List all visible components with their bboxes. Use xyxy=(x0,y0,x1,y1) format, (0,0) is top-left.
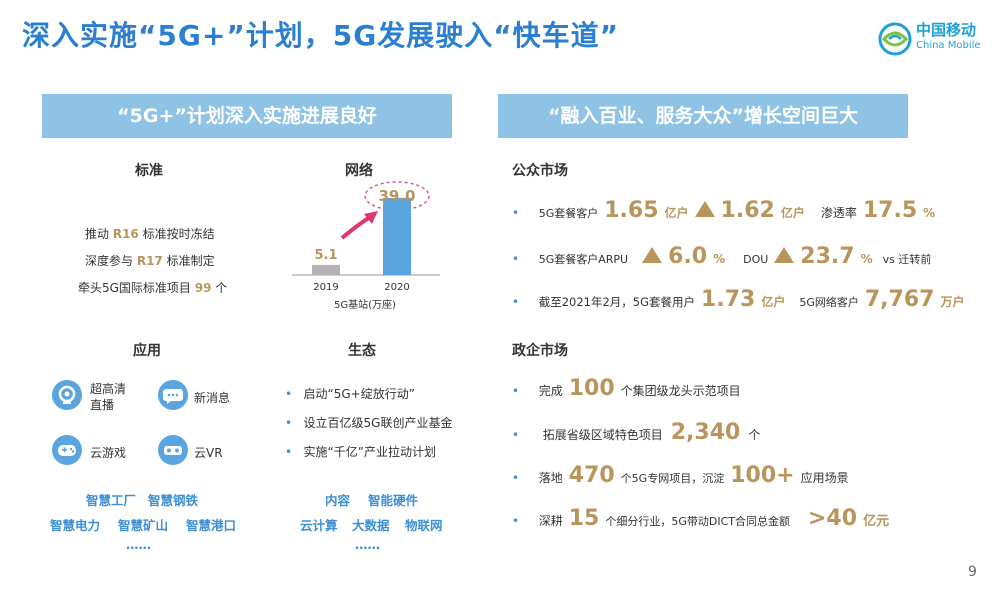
eco-tag: 智能硬件 xyxy=(368,493,419,508)
page-number: 9 xyxy=(968,564,977,580)
eco-tag: 物联网 xyxy=(405,518,443,533)
eco-item: • 实施“千亿”产业拉动计划 xyxy=(285,445,436,459)
growth-arrow-head xyxy=(364,211,378,224)
growth-arrow xyxy=(340,214,374,240)
enterprise-market-heading: 政企市场 xyxy=(512,343,568,359)
enterprise-row-regional-projects: • 拓展省级区域特色项目 2,340 个 xyxy=(512,420,761,445)
right-banner: “融入百业、服务大众”增长空间巨大 xyxy=(498,94,908,138)
china-mobile-logo-icon xyxy=(878,22,912,56)
eco-heading: 生态 xyxy=(348,343,376,359)
standard-line-99: 牵头5G国际标准项目 99 个 xyxy=(78,281,228,295)
enterprise-row-dict: • 深耕 15 个细分行业，5G带动DICT合同总金额 >40 亿元 xyxy=(512,506,890,531)
base-station-bar-chart: 5G基站(万座) 5.1 2019 39.0 2020 xyxy=(292,181,440,311)
eco-tag: 大数据 xyxy=(352,518,390,533)
logo-chinese-text: 中国移动 xyxy=(916,21,977,39)
x-tick-label-2019: 2019 xyxy=(313,282,338,293)
app-tag: 智慧电力 xyxy=(50,518,101,533)
gamepad-icon xyxy=(52,435,82,465)
app-tag: 智慧矿山 xyxy=(118,518,169,533)
page-title: 深入实施“5G+”计划，5G发展驶入“快车道” xyxy=(22,19,620,52)
app-item-cloud-vr: 云VR xyxy=(194,446,223,460)
bar-2020 xyxy=(383,197,411,275)
logo-english-text: China Mobile xyxy=(916,40,981,51)
enterprise-row-demo-projects: • 完成 100 个集团级龙头示范项目 xyxy=(512,376,741,401)
app-tag: 智慧工厂 xyxy=(86,493,137,508)
bar-2019 xyxy=(312,264,340,275)
network-heading: 网络 xyxy=(345,163,373,179)
eco-tag: 云计算 xyxy=(300,518,338,533)
standard-line-r16: 推动 R16 标准按时冻结 xyxy=(85,227,215,241)
app-item-message: 新消息 xyxy=(194,391,231,405)
china-mobile-logo: 中国移动 China Mobile xyxy=(878,18,990,62)
chart-caption: 5G基站(万座) xyxy=(334,298,396,311)
live-broadcast-icon xyxy=(52,380,82,410)
app-tag: 智慧钢铁 xyxy=(148,493,199,508)
public-market-heading: 公众市场 xyxy=(512,163,568,179)
public-row-feb2021: • 截至2021年2月，5G套餐用户 1.73 亿户 5G网络客户 7,767 … xyxy=(512,287,965,312)
bar-value-label-2019: 5.1 xyxy=(314,248,337,263)
x-tick-label-2020: 2020 xyxy=(384,282,409,293)
bar-value-label-2020: 39.0 xyxy=(378,187,415,205)
standard-heading: 标准 xyxy=(135,163,163,179)
increase-triangle-icon xyxy=(774,247,795,263)
app-item-live: 超高清 直播 xyxy=(90,382,127,412)
apps-heading: 应用 xyxy=(133,343,161,359)
increase-triangle-icon xyxy=(642,247,663,263)
eco-item: • 设立百亿级5G联创产业基金 xyxy=(285,416,453,430)
eco-tag-ellipsis: …… xyxy=(355,537,380,552)
increase-triangle-icon xyxy=(694,201,715,217)
enterprise-row-private-network: • 落地 470 个5G专网项目，沉淀 100+ 应用场景 xyxy=(512,463,849,488)
standard-line-r17: 深度参与 R17 标准制定 xyxy=(85,254,215,268)
eco-tag: 内容 xyxy=(325,493,351,508)
app-tag: 智慧港口 xyxy=(186,518,237,533)
left-banner: “5G+”计划深入实施进展良好 xyxy=(42,94,452,138)
eco-item: • 启动“5G+绽放行动” xyxy=(285,387,415,401)
vr-glasses-icon xyxy=(158,435,188,465)
message-icon xyxy=(158,380,188,410)
app-tag-ellipsis: …… xyxy=(126,537,151,552)
public-row-subscribers: • 5G套餐客户 1.65 亿户 1.62 亿户 渗透率 17.5 % xyxy=(512,198,936,223)
app-item-cloud-game: 云游戏 xyxy=(90,446,127,460)
public-row-arpu: • 5G套餐客户ARPU 6.0 % DOU 23.7 % vs 迁转前 xyxy=(512,244,932,269)
